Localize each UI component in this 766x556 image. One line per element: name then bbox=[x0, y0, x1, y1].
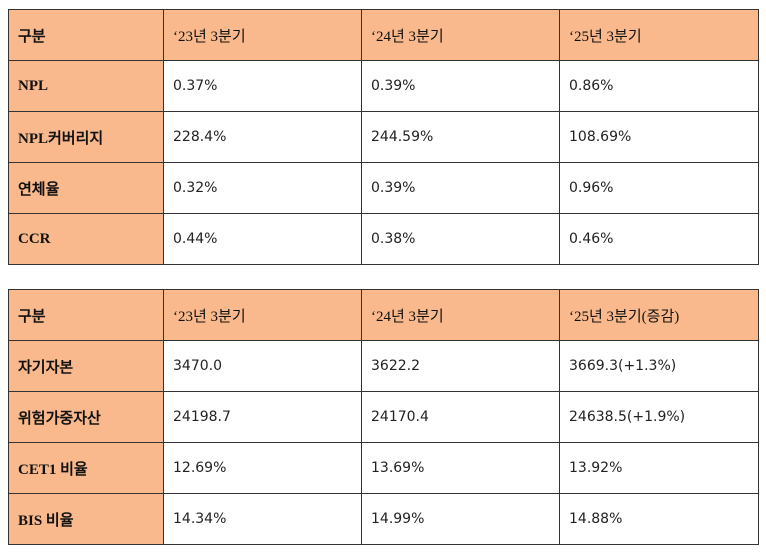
header-cell: ‘24년 3분기 bbox=[361, 289, 560, 341]
cell: 12.69% bbox=[163, 442, 362, 494]
cell: 3622.2 bbox=[361, 340, 560, 392]
cell: 228.4% bbox=[163, 111, 362, 163]
cell: 0.46% bbox=[559, 213, 759, 265]
header-cell: ‘24년 3분기 bbox=[361, 9, 560, 61]
table-row: CET1 비율 12.69% 13.69% 13.92% bbox=[8, 442, 759, 494]
cell: 14.34% bbox=[163, 493, 362, 545]
row-label: BIS 비율 bbox=[8, 493, 164, 545]
row-label: 자기자본 bbox=[8, 340, 164, 392]
cell: 13.69% bbox=[361, 442, 560, 494]
table-row: NPL 0.37% 0.39% 0.86% bbox=[8, 60, 759, 112]
header-cell: ‘25년 3분기(증감) bbox=[559, 289, 759, 341]
row-label: NPL커버리지 bbox=[8, 111, 164, 163]
row-label: NPL bbox=[8, 60, 164, 112]
data-table: 구분 ‘23년 3분기 ‘24년 3분기 ‘25년 3분기 NPL 0.37% 0.39% 0… bbox=[8, 9, 759, 265]
cell: 0.96% bbox=[559, 162, 759, 214]
row-label: 연체율 bbox=[8, 162, 164, 214]
data-table: 구분 ‘23년 3분기 ‘24년 3분기 ‘25년 3분기(증감) 자기자본 3470.0… bbox=[8, 289, 759, 545]
cell: 14.88% bbox=[559, 493, 759, 545]
cell: 13.92% bbox=[559, 442, 759, 494]
table-row: 자기자본 3470.0 3622.2 3669.3(+1.3%) bbox=[8, 340, 759, 392]
cell: 3669.3(+1.3%) bbox=[559, 340, 759, 392]
row-label: CET1 비율 bbox=[8, 442, 164, 494]
table-row: NPL커버리지 228.4% 244.59% 108.69% bbox=[8, 111, 759, 163]
header-cell: 구분 bbox=[8, 289, 164, 341]
cell: 0.39% bbox=[361, 60, 560, 112]
table-row: BIS 비율 14.34% 14.99% 14.88% bbox=[8, 493, 759, 545]
header-cell: ‘23년 3분기 bbox=[163, 9, 362, 61]
header-row: 구분 ‘23년 3분기 ‘24년 3분기 ‘25년 3분기(증감) bbox=[8, 289, 759, 341]
cell: 244.59% bbox=[361, 111, 560, 163]
cell: 0.39% bbox=[361, 162, 560, 214]
cell: 0.38% bbox=[361, 213, 560, 265]
header-cell: ‘25년 3분기 bbox=[559, 9, 759, 61]
row-label: 위험가중자산 bbox=[8, 391, 164, 443]
cell: 14.99% bbox=[361, 493, 560, 545]
cell: 24638.5(+1.9%) bbox=[559, 391, 759, 443]
table-row: 연체율 0.32% 0.39% 0.96% bbox=[8, 162, 759, 214]
header-cell: ‘23년 3분기 bbox=[163, 289, 362, 341]
header-row: 구분 ‘23년 3분기 ‘24년 3분기 ‘25년 3분기 bbox=[8, 9, 759, 61]
cell: 0.37% bbox=[163, 60, 362, 112]
cell: 3470.0 bbox=[163, 340, 362, 392]
header-cell: 구분 bbox=[8, 9, 164, 61]
table-row: 위험가중자산 24198.7 24170.4 24638.5(+1.9%) bbox=[8, 391, 759, 443]
cell: 0.86% bbox=[559, 60, 759, 112]
cell: 0.44% bbox=[163, 213, 362, 265]
table-row: CCR 0.44% 0.38% 0.46% bbox=[8, 213, 759, 265]
cell: 24170.4 bbox=[361, 391, 560, 443]
row-label: CCR bbox=[8, 213, 164, 265]
cell: 24198.7 bbox=[163, 391, 362, 443]
cell: 108.69% bbox=[559, 111, 759, 163]
cell: 0.32% bbox=[163, 162, 362, 214]
